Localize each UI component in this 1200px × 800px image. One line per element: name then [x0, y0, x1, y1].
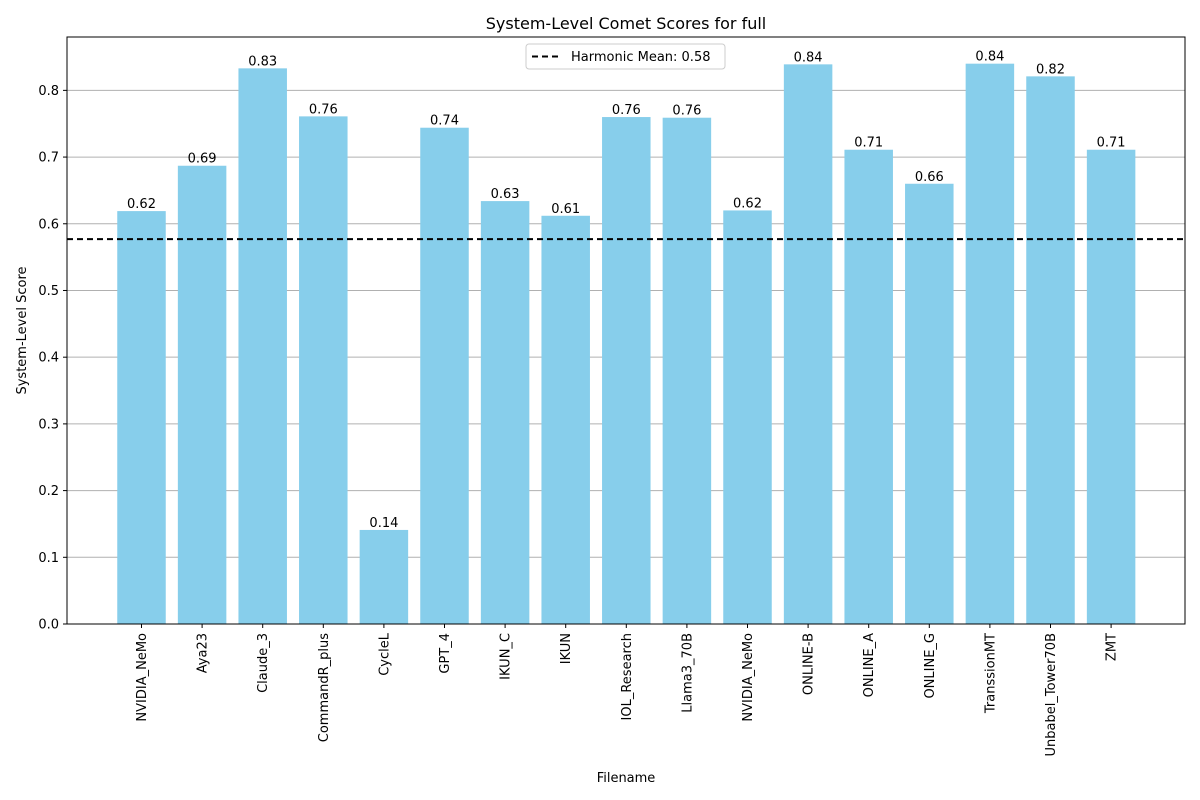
bar-value-label: 0.76 [309, 102, 338, 117]
x-tick-label: Aya23 [196, 633, 211, 673]
bar-value-label: 0.14 [369, 516, 398, 531]
bar-value-label: 0.71 [854, 136, 883, 151]
x-tick-label: NVIDIA_NeMo [135, 633, 150, 722]
x-tick-label: Claude_3 [256, 633, 271, 693]
bars [117, 63, 1136, 625]
y-tick-label: 0.4 [38, 351, 59, 366]
bar [299, 116, 348, 624]
bar [541, 215, 590, 624]
x-tick-label: IKUN_C [499, 633, 514, 680]
bar [1026, 76, 1075, 624]
bar-value-label: 0.63 [491, 187, 520, 202]
y-tick-label: 0.2 [38, 484, 59, 499]
bar-value-label: 0.62 [127, 197, 156, 212]
bar [602, 117, 651, 624]
bar [965, 63, 1015, 624]
y-axis: 0.0 0.1 0.2 0.3 0.4 0.5 0.6 0.7 0.8 [38, 84, 67, 633]
x-tick-label: IKUN [559, 633, 574, 664]
bar-value-label: 0.71 [1097, 136, 1126, 151]
bar-value-label: 0.61 [551, 202, 580, 217]
y-tick-label: 0.7 [38, 151, 59, 166]
chart-title: System-Level Comet Scores for full [486, 14, 767, 33]
x-tick-label: GPT_4 [438, 633, 453, 674]
bar [1086, 149, 1136, 624]
bar [420, 127, 469, 624]
bar [662, 117, 712, 625]
bar [117, 211, 166, 624]
y-tick-label: 0.6 [38, 217, 59, 232]
legend-box [525, 43, 726, 70]
legend-entry-harmonic-mean: Harmonic Mean: 0.58 [571, 50, 710, 65]
legend: Harmonic Mean: 0.58 [525, 43, 726, 70]
bar-value-label: 0.76 [672, 104, 701, 119]
bar [480, 201, 530, 624]
y-tick-label: 0.3 [38, 417, 59, 432]
x-axis-label: Filename [597, 771, 656, 786]
bar [844, 149, 893, 624]
bar [905, 183, 954, 624]
bar-value-label: 0.84 [794, 50, 823, 65]
bar-value-label: 0.69 [188, 152, 217, 167]
bar [359, 529, 409, 624]
bar-value-label: 0.62 [733, 196, 762, 211]
x-tick-label: ONLINE_A [862, 633, 877, 697]
x-tick-label: CommandR_plus [317, 633, 332, 742]
bar-value-label: 0.74 [430, 114, 459, 129]
bar-value-label: 0.66 [915, 170, 944, 185]
x-tick-label: ONLINE-B [802, 633, 817, 695]
x-tick-label: ONLINE_G [923, 633, 938, 699]
x-axis: NVIDIA_NeMo Aya23 Claude_3 CommandR_plus Cyc… [135, 624, 1120, 756]
bar [177, 165, 227, 624]
bar [783, 64, 833, 624]
x-tick-label: ZMT [1105, 633, 1120, 661]
bar-value-label: 0.84 [975, 50, 1004, 65]
y-tick-label: 0.5 [38, 284, 59, 299]
x-tick-label: Unbabel_Tower70B [1044, 633, 1059, 756]
y-tick-label: 0.8 [38, 84, 59, 99]
x-tick-label: NVIDIA_NeMo [741, 633, 756, 722]
x-tick-label: IOL_Research [620, 633, 635, 720]
bar [723, 210, 772, 624]
x-tick-label: CycleL [377, 632, 392, 676]
bar-value-label: 0.83 [248, 54, 277, 69]
bar-value-label: 0.76 [612, 103, 641, 118]
x-tick-label: Llama3_70B [680, 633, 695, 713]
y-axis-label: System-Level Score [15, 266, 30, 394]
y-tick-label: 0.0 [38, 618, 59, 633]
bar-value-label: 0.82 [1036, 62, 1065, 77]
x-tick-label: TranssionMT [983, 633, 998, 714]
y-tick-label: 0.1 [38, 551, 59, 566]
bar-value-labels: 0.62 0.69 0.83 0.76 0.14 0.74 0.63 0.61 0.76 0.76… [127, 50, 1126, 531]
bar [238, 68, 287, 624]
